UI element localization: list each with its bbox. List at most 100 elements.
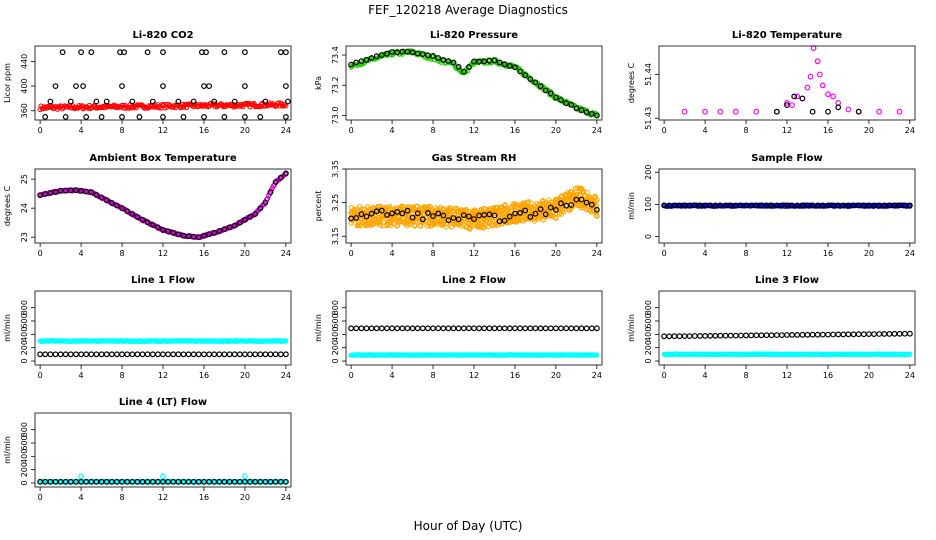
data-points	[348, 185, 600, 232]
data-point	[563, 325, 570, 332]
data-point	[144, 351, 151, 358]
data-point	[93, 191, 100, 198]
data-point	[568, 202, 575, 208]
data-point	[702, 108, 708, 115]
series-1	[37, 171, 289, 241]
data-point	[136, 113, 143, 120]
x-axis: 0 4 8 12 16 20 24	[38, 243, 291, 258]
x-tick-label: 20	[551, 249, 561, 258]
data-point	[443, 224, 449, 230]
data-point	[211, 229, 218, 236]
data-point	[103, 197, 110, 204]
data-point	[830, 93, 836, 100]
data-point	[203, 49, 209, 56]
data-point	[732, 332, 739, 339]
x-tick-label: 16	[510, 126, 520, 135]
data-point	[594, 197, 600, 203]
data-point	[501, 217, 508, 224]
data-point	[588, 325, 595, 332]
data-point	[891, 330, 898, 337]
data-point	[784, 332, 790, 338]
data-point	[108, 351, 115, 358]
data-point	[283, 170, 289, 177]
data-point	[481, 58, 488, 65]
x-tick-label: 16	[199, 249, 209, 258]
data-point	[283, 83, 289, 89]
x-tick-label: 8	[119, 371, 124, 380]
data-point	[773, 108, 780, 115]
data-point	[170, 229, 177, 236]
data-point	[871, 331, 877, 338]
data-point	[129, 351, 136, 358]
panel-title: Sample Flow	[751, 153, 823, 164]
panel-title: Line 2 Flow	[442, 275, 506, 286]
data-point	[501, 325, 508, 332]
data-point	[160, 113, 166, 120]
data-point	[835, 331, 842, 338]
data-point	[353, 59, 360, 66]
y-axis: 3.15 3.25 3.35	[331, 160, 346, 245]
x-tick-label: 8	[119, 493, 124, 502]
data-point	[732, 108, 739, 115]
data-point	[226, 224, 233, 231]
data-point	[532, 79, 539, 86]
y-tick-label: 3.15	[331, 227, 340, 245]
data-point	[466, 325, 472, 332]
data-point	[384, 325, 390, 332]
data-point	[359, 60, 365, 66]
y-tick-label: 73.0	[331, 107, 340, 125]
data-point	[506, 63, 513, 69]
data-point	[160, 473, 166, 480]
data-point	[517, 68, 523, 75]
series-2	[37, 170, 289, 241]
data-point	[486, 325, 493, 332]
data-point	[363, 56, 370, 63]
data-point	[517, 325, 523, 332]
data-point	[170, 351, 177, 358]
data-point	[466, 63, 472, 70]
data-point	[67, 187, 74, 194]
data-point	[285, 98, 291, 105]
y-tick-label: 400	[644, 327, 653, 342]
series-2	[42, 49, 291, 120]
data-point	[676, 333, 683, 340]
y-tick-label: 200	[644, 340, 653, 355]
x-tick-label: 8	[119, 126, 124, 135]
data-point	[80, 83, 86, 89]
data-point	[547, 204, 554, 211]
data-point	[666, 333, 673, 340]
data-point	[47, 351, 54, 358]
data-point	[512, 325, 518, 332]
data-point	[809, 331, 816, 338]
data-point	[588, 201, 595, 208]
data-point	[252, 211, 259, 217]
data-point	[558, 97, 564, 103]
data-point	[455, 325, 462, 332]
y-tick-label: 73.4	[331, 46, 340, 64]
x-tick-label: 0	[38, 493, 43, 502]
data-point	[201, 232, 207, 239]
data-point	[134, 213, 141, 220]
data-point	[547, 325, 554, 332]
data-point	[440, 212, 447, 219]
data-point	[399, 325, 406, 332]
data-point	[537, 325, 544, 332]
data-point	[435, 210, 442, 217]
panel-title: Li-820 Temperature	[732, 30, 842, 41]
panel-3: Li-820 Temperature degrees C 0 4 8 12 16 20 24 51…	[627, 30, 916, 135]
data-point	[373, 325, 380, 332]
data-point	[154, 351, 161, 358]
data-point	[727, 332, 734, 339]
data-point	[277, 49, 284, 56]
y-tick-label: 23	[20, 232, 29, 242]
data-point	[368, 55, 375, 61]
panel-title: Line 1 Flow	[131, 275, 195, 286]
data-point	[450, 215, 457, 221]
x-tick-label: 24	[592, 249, 602, 258]
data-point	[768, 332, 775, 339]
data-point	[547, 90, 554, 97]
data-point	[134, 351, 141, 358]
